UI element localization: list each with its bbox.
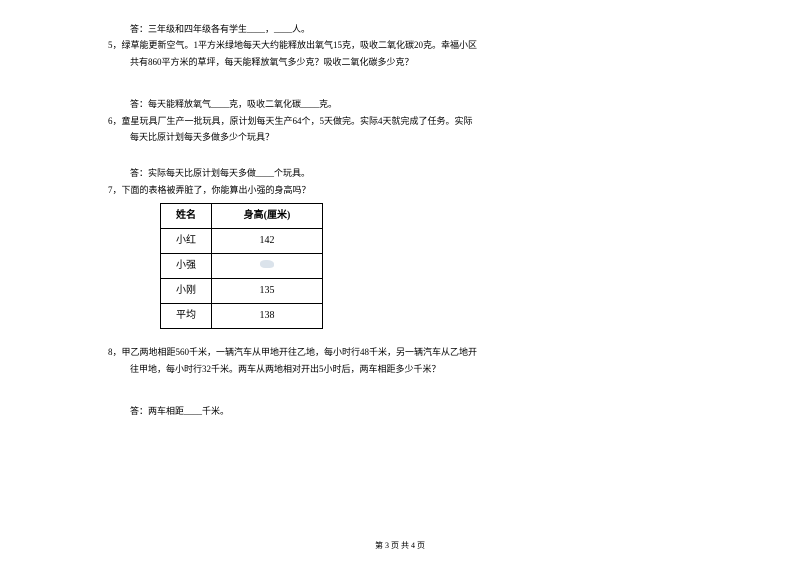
cell-height-smudge — [212, 254, 323, 279]
cell-name: 小强 — [161, 254, 212, 279]
q8-line1: 8，甲乙两地相距560千米，一辆汽车从甲地开往乙地，每小时行48千米，另一辆汽车… — [100, 345, 700, 359]
spacer — [100, 71, 700, 95]
table-row: 小刚 135 — [161, 279, 323, 304]
table-row: 小强 — [161, 254, 323, 279]
header-name: 姓名 — [161, 204, 212, 229]
q8-line2: 往甲地，每小时行32千米。两车从两地相对开出5小时后，两车相距多少千米？ — [100, 362, 700, 376]
q6-text1: 童星玩具厂生产一批玩具，原计划每天生产64个，5天做完。实际4天就完成了任务。实… — [122, 116, 473, 126]
q7-text: 下面的表格被弄脏了，你能算出小强的身高吗？ — [122, 185, 311, 195]
spacer — [100, 146, 700, 164]
q6-line1: 6，童星玩具厂生产一批玩具，原计划每天生产64个，5天做完。实际4天就完成了任务… — [100, 114, 700, 128]
cell-name: 小刚 — [161, 279, 212, 304]
table-header-row: 姓名 身高(厘米) — [161, 204, 323, 229]
q5-line2: 共有860平方米的草坪，每天能释放氧气多少克？吸收二氧化碳多少克？ — [100, 55, 700, 69]
q4-answer: 答：三年级和四年级各有学生____，____人。 — [100, 22, 700, 36]
q6-answer: 答：实际每天比原计划每天多做____个玩具。 — [100, 166, 700, 180]
q5-number: 5， — [108, 40, 122, 50]
q6-line2: 每天比原计划每天多做多少个玩具？ — [100, 130, 700, 144]
q5-text1: 绿草能更新空气。1平方米绿地每天大约能释放出氧气15克，吸收二氧化碳20克。幸福… — [122, 40, 478, 50]
smudge-icon — [260, 260, 274, 268]
cell-height: 142 — [212, 229, 323, 254]
cell-height: 135 — [212, 279, 323, 304]
table-row: 平均 138 — [161, 304, 323, 329]
q7-number: 7， — [108, 185, 122, 195]
spacer — [100, 378, 700, 402]
q6-number: 6， — [108, 116, 122, 126]
q8-number: 8， — [108, 347, 122, 357]
q5-line1: 5，绿草能更新空气。1平方米绿地每天大约能释放出氧气15克，吸收二氧化碳20克。… — [100, 38, 700, 52]
table-row: 小红 142 — [161, 229, 323, 254]
q8-text1: 甲乙两地相距560千米，一辆汽车从甲地开往乙地，每小时行48千米，另一辆汽车从乙… — [122, 347, 478, 357]
cell-name: 小红 — [161, 229, 212, 254]
q7-line: 7，下面的表格被弄脏了，你能算出小强的身高吗？ — [100, 183, 700, 197]
height-table: 姓名 身高(厘米) 小红 142 小强 小刚 135 平均 138 — [160, 203, 323, 329]
cell-name: 平均 — [161, 304, 212, 329]
q5-answer: 答：每天能释放氧气____克，吸收二氧化碳____克。 — [100, 97, 700, 111]
cell-height: 138 — [212, 304, 323, 329]
page-footer: 第 3 页 共 4 页 — [0, 540, 800, 553]
spacer — [100, 335, 700, 343]
header-height: 身高(厘米) — [212, 204, 323, 229]
document-content: 答：三年级和四年级各有学生____，____人。 5，绿草能更新空气。1平方米绿… — [0, 0, 800, 418]
q8-answer: 答：两车相距____千米。 — [100, 404, 700, 418]
